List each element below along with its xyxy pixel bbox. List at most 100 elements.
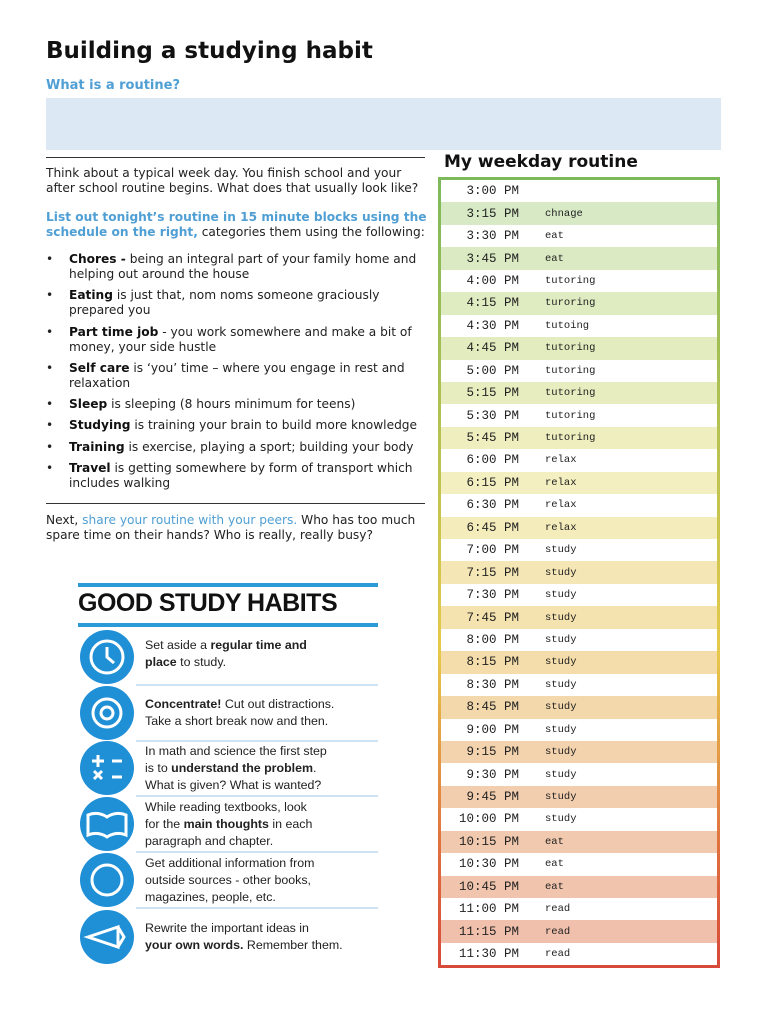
poster-line: Rewrite the important ideas in [145, 920, 343, 937]
poster-text: for the [145, 817, 184, 831]
category-term: Studying [69, 418, 131, 433]
poster-text: main thoughts [183, 817, 269, 831]
schedule-row: 10:30 PM eat [441, 853, 717, 875]
activity: relax [545, 521, 577, 534]
category-term: Training [69, 439, 125, 454]
schedule-row: 5:00 PM tutoring [441, 360, 717, 382]
poster-item: Concentrate! Cut out distractions. Take a… [145, 696, 334, 730]
activity: study [545, 633, 577, 646]
schedule-row: 9:00 PM study [441, 719, 717, 741]
category-term: Part time job [69, 324, 159, 339]
poster: GOOD STUDY HABITS Set aside a regular ti… [70, 565, 392, 967]
activity: study [545, 723, 577, 736]
next-text: Who has too much spare time on their han… [46, 513, 416, 542]
category-item: Part time job - you work somewhere and m… [46, 325, 426, 355]
category-item: Chores - being an integral part of your … [46, 252, 426, 282]
activity: tutoing [545, 319, 590, 332]
time: 3:45 PM [466, 251, 519, 266]
time: 10:30 PM [458, 857, 519, 872]
time: 6:00 PM [466, 453, 519, 468]
category-text: is getting somewhere by form of transpor… [69, 461, 413, 491]
poster-text: While reading textbooks, look [145, 800, 307, 814]
schedule-row: 10:15 PM eat [441, 830, 717, 854]
category-text: - you work somewhere and make a bit of m… [69, 324, 412, 354]
time: 8:30 PM [466, 677, 519, 692]
category-term: Self care [69, 360, 130, 375]
time: 11:00 PM [458, 902, 519, 917]
activity: study [545, 589, 577, 602]
time: 8:45 PM [466, 700, 519, 715]
schedule-row: 7:00 PM study [441, 539, 717, 561]
poster-text: Rewrite the important ideas in [145, 921, 309, 935]
schedule-row: 7:15 PM study [441, 561, 717, 584]
category-term: Chores - [69, 252, 126, 266]
schedule-row: 7:45 PM study [441, 606, 717, 629]
poster-text: understand the problem [171, 761, 313, 775]
activity: relax [545, 454, 577, 467]
category-text: is training your brain to build more kno… [134, 418, 418, 433]
divider [46, 503, 425, 504]
time: 5:00 PM [466, 363, 519, 378]
schedule-row: 9:15 PM study [441, 740, 717, 764]
activity: eat [545, 858, 564, 871]
category-text: is exercise, playing a sport; building y… [128, 439, 414, 454]
time: 11:30 PM [458, 947, 519, 962]
time: 6:30 PM [466, 498, 519, 513]
activity: eat [545, 252, 564, 265]
activity: tutoring [545, 364, 596, 377]
schedule-row: 4:30 PM tutoing [441, 315, 717, 337]
schedule-row: 6:45 PM relax [441, 516, 717, 539]
poster-line: In math and science the first step [145, 743, 327, 760]
poster-text: Get additional information from [145, 856, 315, 870]
poster-line: Concentrate! Cut out distractions. [145, 696, 334, 713]
poster-title: GOOD STUDY HABITS [78, 589, 338, 617]
activity: study [545, 544, 577, 557]
time: 8:15 PM [466, 655, 519, 670]
poster-text: In math and science the first step [145, 744, 327, 758]
activity: eat [545, 230, 564, 243]
activity: tutoring [545, 387, 596, 400]
schedule-row: 4:45 PM tutoring [441, 337, 717, 360]
title: Building a studying habit [46, 38, 373, 64]
activity: study [545, 791, 577, 804]
schedule-row: 4:00 PM tutoring [441, 270, 717, 292]
activity: relax [545, 476, 577, 489]
schedule-row: 4:15 PM turoring [441, 292, 717, 315]
poster-line: What is given? What is wanted? [145, 777, 327, 794]
poster-item: Set aside a regular time and place to stu… [145, 637, 307, 671]
category-text: is ‘you’ time – where you engage in rest… [69, 360, 405, 390]
category-item: Travel is getting somewhere by form of t… [46, 461, 426, 491]
next-lead: Next, [46, 513, 79, 527]
schedule-row: 5:30 PM tutoring [441, 404, 717, 426]
time: 7:00 PM [466, 543, 519, 558]
poster-text: is to [145, 761, 172, 775]
category-text: is just that, nom noms someone graciousl… [69, 288, 380, 318]
activity: chnage [545, 207, 583, 220]
activity: study [545, 566, 577, 579]
poster-text: paragraph and chapter. [145, 834, 274, 848]
intro: Think about a typical week day. You fini… [46, 166, 419, 195]
time: 7:15 PM [466, 565, 519, 580]
poster-text: your own words. [145, 938, 244, 952]
category-text: is sleeping (8 hours minimum for teens) [111, 397, 356, 412]
poster-line: outside sources - other books, [145, 872, 314, 889]
schedule-row: 9:45 PM study [441, 785, 717, 809]
poster-line: place to study. [145, 654, 307, 671]
time: 9:15 PM [466, 745, 519, 760]
poster-text: . [313, 761, 317, 775]
poster-text: magazines, people, etc. [145, 890, 276, 904]
instruction: List out tonight’s routine in 15 minute … [46, 210, 428, 240]
time: 5:45 PM [466, 431, 519, 446]
schedule-row: 5:45 PM tutoring [441, 426, 717, 450]
category-term: Eating [69, 288, 113, 303]
time: 5:15 PM [466, 386, 519, 401]
time: 10:15 PM [458, 834, 519, 849]
activity: read [545, 903, 571, 916]
category-item: Training is exercise, playing a sport; b… [46, 440, 426, 455]
activity: read [545, 948, 571, 961]
schedule-row: 10:00 PM study [441, 808, 717, 830]
schedule-row: 8:00 PM study [441, 629, 717, 651]
category-term: Sleep [69, 397, 108, 412]
activity: study [545, 656, 577, 669]
